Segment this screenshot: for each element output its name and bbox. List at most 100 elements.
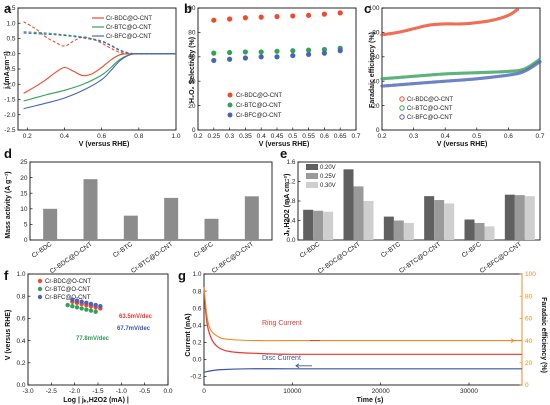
bar-e-3-1 [434,200,445,240]
y-tick-right-label-g-3: 60 [525,316,533,323]
legend-e-swatch-030 [306,182,318,188]
point-b-0-8 [337,10,343,16]
series-g-fe [203,287,522,342]
point-f-2-4 [88,301,94,307]
category-label-e-4: Cr-BFC [461,241,483,260]
series-c-2 [380,60,542,88]
y-tick-label-a-6: 0.5 [6,36,15,43]
legend-c-label-bdc: Cr-BDC@O-CNT [407,97,453,103]
x-tick-label-f-1: -2.5 [46,388,58,395]
y-tick-right-label-g-4: 80 [525,293,533,300]
x-tick-label-f-2: -2.0 [69,388,81,395]
point-f-1-1 [70,303,75,309]
legend-e-label-020: 0.20V [320,165,336,171]
category-label-e-0: Cr-BDC [299,241,322,260]
x-tick-label-c-5: 0.7 [535,133,544,140]
legend-c-swatch-btc [399,105,405,111]
legend-b-label-bfc: Cr-BFC@O-CNT [236,113,282,119]
y-tick-label-e-1: 0.4 [286,218,295,225]
legend-b-label-btc: Cr-BTC@O-CNT [236,103,282,109]
bar-d-3 [164,197,179,240]
point-f-1-2 [74,305,80,310]
point-b-0-1 [227,16,233,22]
y-tick-right-label-g-1: 20 [525,360,533,367]
legend-f-swatch-bfc [37,294,43,300]
bar-e-3-0 [424,196,435,240]
point-b-2-5 [290,52,296,59]
x-tick-label-a-4: 1.0 [171,133,180,140]
legend-e: 0.20V 0.25V 0.30V [306,164,336,189]
point-b-1-5 [290,48,296,54]
y-tick-label-a-3: -1.0 [4,81,16,88]
point-b-1-0 [211,50,217,56]
series-g-ring [203,286,522,355]
legend-f-swatch-bdc [37,278,43,284]
point-b-0-5 [290,13,296,19]
point-b-2-7 [321,50,327,56]
ring-current-label: Ring Current [262,320,302,327]
x-tick-label-b-5: 0.45 [271,133,284,140]
legend-f: Cr-BDC@O-CNT Cr-BTC@O-CNT Cr-BFC@O-CNT [37,278,91,301]
y-tick-label-f-1: 0.2 [16,360,25,367]
plot-frame-a [17,7,177,131]
y-tick-label-b-1: 20 [188,103,196,110]
point-b-0-2 [242,15,248,21]
category-label-d-3: Cr-BTC@O-CNT [130,241,174,275]
slope-label-bdc: 63.5mV/dec [119,314,153,320]
axis-title-e-y: Jₖ,H2O2 (mA cm⁻²) [284,174,291,237]
legend-f-swatch-btc [37,286,43,292]
series-c-1 [380,57,542,81]
y-tick-label-e-4: 1.6 [286,159,295,166]
x-tick-label-a-3: 0.8 [134,133,143,140]
x-tick-label-g-3: 30000 [460,388,478,395]
legend-b-label-bdc: Cr-BDC@O-CNT [236,93,282,99]
legend-e-swatch-025 [306,173,318,179]
legend-f-label-bdc: Cr-BDC@O-CNT [45,279,91,285]
y-tick-label-d-0: 0 [24,237,28,244]
point-b-2-4 [274,54,280,60]
point-b-2-6 [306,51,312,57]
bar-e-5-2 [524,196,535,240]
axis-title-g-x: Time (s) [357,397,384,404]
legend-a-label-btc: Cr-BTC@O-CNT [106,25,152,31]
legend-e-label-025: 0.25V [320,174,336,180]
x-tick-label-f-6: 0.0 [163,388,172,395]
axis-title-g-y-right: Faradaic efficiency (%) [540,297,547,373]
axis-title-c-y: Faradaic efficiency (%) [369,32,376,108]
y-tick-label-a-4: -0.5 [4,66,16,73]
bar-e-4-1 [474,222,485,240]
y-tick-label-c-2: 40 [372,78,380,85]
point-b-1-3 [258,49,264,55]
bar-e-1-2 [363,201,374,240]
bar-e-1-1 [353,186,364,240]
point-f-1-4 [84,307,89,312]
legend-f-label-bfc: Cr-BFC@O-CNT [45,295,91,301]
y-tick-label-b-5: 100 [185,5,196,12]
bar-e-0-0 [303,209,314,240]
series-a-0 [23,53,176,94]
legend-c-swatch-bdc [399,96,405,102]
point-f-2-5 [93,302,98,308]
plot-frame-b [197,7,357,131]
bar-e-4-0 [464,219,475,240]
point-b-1-1 [227,49,233,56]
x-tick-label-c-1: 0.3 [409,133,418,140]
point-f-2-3 [84,300,89,306]
plot-frame-d [29,161,273,241]
y-tick-label-f-3: 0.6 [16,316,25,323]
legend-a-label-bfc: Cr-BFC@O-CNT [106,34,152,40]
axis-title-f-y: V (versus RHE) [5,310,12,361]
x-tick-label-f-4: -1.0 [116,388,128,395]
x-tick-label-c-0: 0.2 [377,133,386,140]
category-label-e-3: Cr-BTC@O-CNT [398,241,442,275]
axis-title-f-x: Log | jₖ,H2O2 (mA) | [63,397,129,404]
panel-label-f: f [4,268,9,283]
y-tick-label-f-5: 1.0 [16,271,25,278]
bar-e-2-1 [393,220,404,240]
y-tick-label-a-2: -1.5 [4,97,16,104]
arrow-g-fe [506,338,515,343]
point-b-1-7 [321,46,327,53]
axis-title-b-y: H₂O₂ Selectivity (%) [189,37,196,103]
bar-d-1 [83,179,98,240]
legend-c-label-btc: Cr-BTC@O-CNT [407,106,453,112]
